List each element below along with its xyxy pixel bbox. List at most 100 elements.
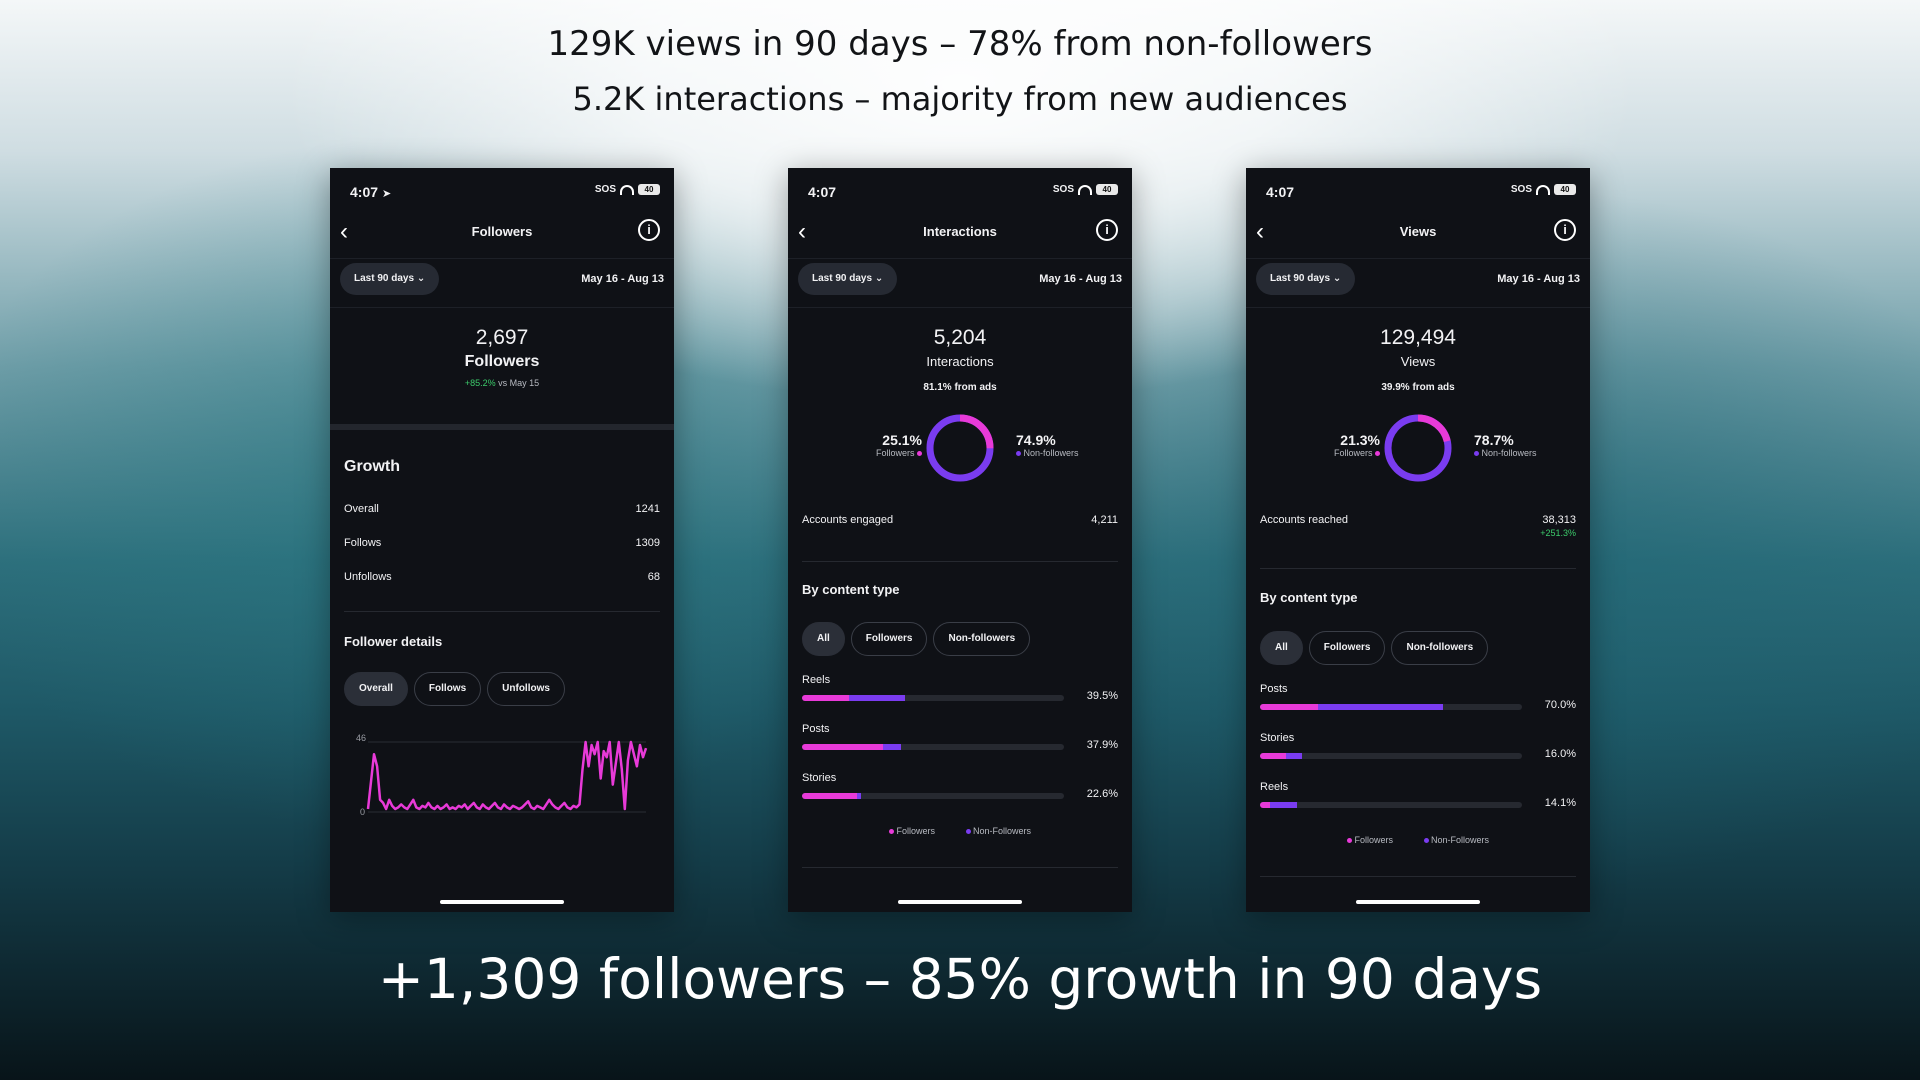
chip-overall[interactable]: Overall [344, 672, 408, 706]
wifi-icon [1078, 184, 1092, 195]
status-time: 4:07 [808, 184, 837, 200]
carrier-label: SOS [1052, 184, 1074, 195]
page-title: Views [1399, 224, 1437, 239]
date-range-label: May 16 - Aug 13 [1039, 273, 1122, 285]
home-indicator[interactable] [440, 900, 564, 904]
growth-title: Growth [344, 458, 400, 475]
chip-unfollows[interactable]: Unfollows [487, 672, 565, 706]
date-range-dropdown[interactable]: Last 90 days ⌄ [1256, 263, 1356, 295]
content-legend: Followers Non-Followers [1246, 835, 1590, 845]
follower-growth-chart: 46 0 [356, 733, 648, 817]
growth-row-unfollows: Unfollows 68 [344, 571, 660, 583]
chevron-down-icon: ⌄ [874, 273, 884, 284]
growth-row-overall: Overall 1241 [344, 503, 660, 515]
back-chevron-icon[interactable]: ‹ [798, 218, 806, 245]
status-bar: 4:07 ➤ SOS 40 [350, 182, 660, 202]
page-title: Followers [471, 224, 533, 239]
follower-details-title: Follower details [344, 634, 443, 649]
non-followers-share: 74.9% Non-followers [1016, 432, 1079, 458]
total-views-value: 129,494 [1380, 326, 1456, 349]
divider [802, 561, 1118, 562]
chip-followers[interactable]: Followers [850, 622, 928, 656]
non-followers-dot-icon [1474, 451, 1479, 457]
followers-share: 21.3% Followers [1333, 432, 1380, 458]
carrier-label: SOS [1510, 184, 1532, 195]
date-range-label: May 16 - Aug 13 [1497, 273, 1580, 285]
series-line-followers [366, 740, 648, 811]
total-followers-label: Followers [464, 353, 540, 370]
content-legend: Followers Non-Followers [788, 826, 1132, 836]
section-divider [330, 424, 674, 430]
chip-follows[interactable]: Follows [413, 672, 482, 706]
info-icon[interactable]: i [1096, 219, 1118, 241]
audience-split: 25.1% Followers 74.9% Non-followers [788, 412, 1132, 488]
content-type-title: By content type [802, 582, 900, 597]
battery-icon: 40 [1554, 184, 1576, 195]
nav-bar: ‹ Followers i [330, 216, 674, 248]
chip-all[interactable]: All [802, 622, 845, 656]
bar-reels: Reels 14.1% [1260, 781, 1576, 809]
follower-details-chips: Overall Follows Unfollows [344, 672, 565, 706]
headline-views: 129K views in 90 days – 78% from non-fol… [547, 24, 1373, 64]
home-indicator[interactable] [1356, 900, 1480, 904]
followers-dot-icon [1375, 451, 1380, 457]
y-tick-label-top: 46 [356, 733, 366, 743]
audience-split: 21.3% Followers 78.7% Non-followers [1246, 412, 1590, 488]
info-icon[interactable]: i [638, 219, 660, 241]
non-followers-share: 78.7% Non-followers [1474, 432, 1537, 458]
info-icon[interactable]: i [1554, 219, 1576, 241]
location-arrow-icon: ➤ [382, 188, 392, 200]
battery-icon: 40 [638, 184, 660, 195]
total-views-label: Views [1400, 354, 1436, 369]
nav-bar: ‹ Views i [1246, 216, 1590, 248]
total-interactions-label: Interactions [926, 354, 994, 369]
total-followers-value: 2,697 [475, 326, 529, 349]
footer-headline: +1,309 followers – 85% growth in 90 days [377, 947, 1543, 1011]
content-type-chips: All Followers Non-followers [1260, 631, 1489, 665]
back-chevron-icon[interactable]: ‹ [1256, 218, 1264, 245]
bar-posts: Posts 70.0% [1260, 683, 1576, 711]
status-time: 4:07 ➤ [350, 184, 392, 200]
chip-non-followers[interactable]: Non-followers [1391, 631, 1489, 665]
chevron-down-icon: ⌄ [1332, 273, 1342, 284]
divider [1260, 568, 1576, 569]
date-filter-row: Last 90 days ⌄ May 16 - Aug 13 [1246, 258, 1590, 308]
accounts-reached-row: Accounts reached 38,313 [1260, 514, 1576, 526]
nav-bar: ‹ Interactions i [788, 216, 1132, 248]
ads-note: 39.9% from ads [1381, 382, 1455, 393]
followers-dot-icon [917, 451, 922, 457]
chip-followers[interactable]: Followers [1308, 631, 1386, 665]
legend-non-followers: Non-Followers [1423, 835, 1489, 845]
ads-note: 81.1% from ads [923, 382, 997, 393]
non-followers-dot-icon [1016, 451, 1021, 457]
audience-donut [1384, 414, 1452, 482]
home-indicator[interactable] [898, 900, 1022, 904]
bar-stories: Stories 16.0% [1260, 732, 1576, 760]
divider [802, 867, 1118, 868]
wifi-icon [620, 184, 634, 195]
divider [344, 611, 660, 612]
status-bar: 4:07 SOS 40 [808, 182, 1118, 202]
page-title: Interactions [923, 224, 997, 239]
date-range-dropdown[interactable]: Last 90 days ⌄ [340, 263, 440, 295]
back-chevron-icon[interactable]: ‹ [340, 218, 348, 245]
legend-followers: Followers [1346, 835, 1393, 845]
followers-delta: +85.2% vs May 15 [464, 378, 540, 388]
date-range-label: May 16 - Aug 13 [581, 273, 664, 285]
headline-interactions: 5.2K interactions – majority from new au… [572, 80, 1348, 118]
total-interactions-value: 5,204 [933, 326, 987, 349]
donut-followers [926, 414, 994, 482]
phone-followers: 4:07 ➤ SOS 40 ‹ Followers i Last 90 days … [330, 168, 674, 912]
chevron-down-icon: ⌄ [416, 273, 426, 284]
audience-donut [926, 414, 994, 482]
date-filter-row: Last 90 days ⌄ May 16 - Aug 13 [330, 258, 674, 308]
battery-icon: 40 [1096, 184, 1118, 195]
chip-non-followers[interactable]: Non-followers [933, 622, 1031, 656]
content-type-title: By content type [1260, 590, 1358, 605]
accounts-engaged-row: Accounts engaged 4,211 [802, 514, 1118, 526]
date-range-dropdown[interactable]: Last 90 days ⌄ [798, 263, 898, 295]
divider [1260, 876, 1576, 877]
followers-share: 25.1% Followers [875, 432, 922, 458]
status-time: 4:07 [1266, 184, 1295, 200]
chip-all[interactable]: All [1260, 631, 1303, 665]
